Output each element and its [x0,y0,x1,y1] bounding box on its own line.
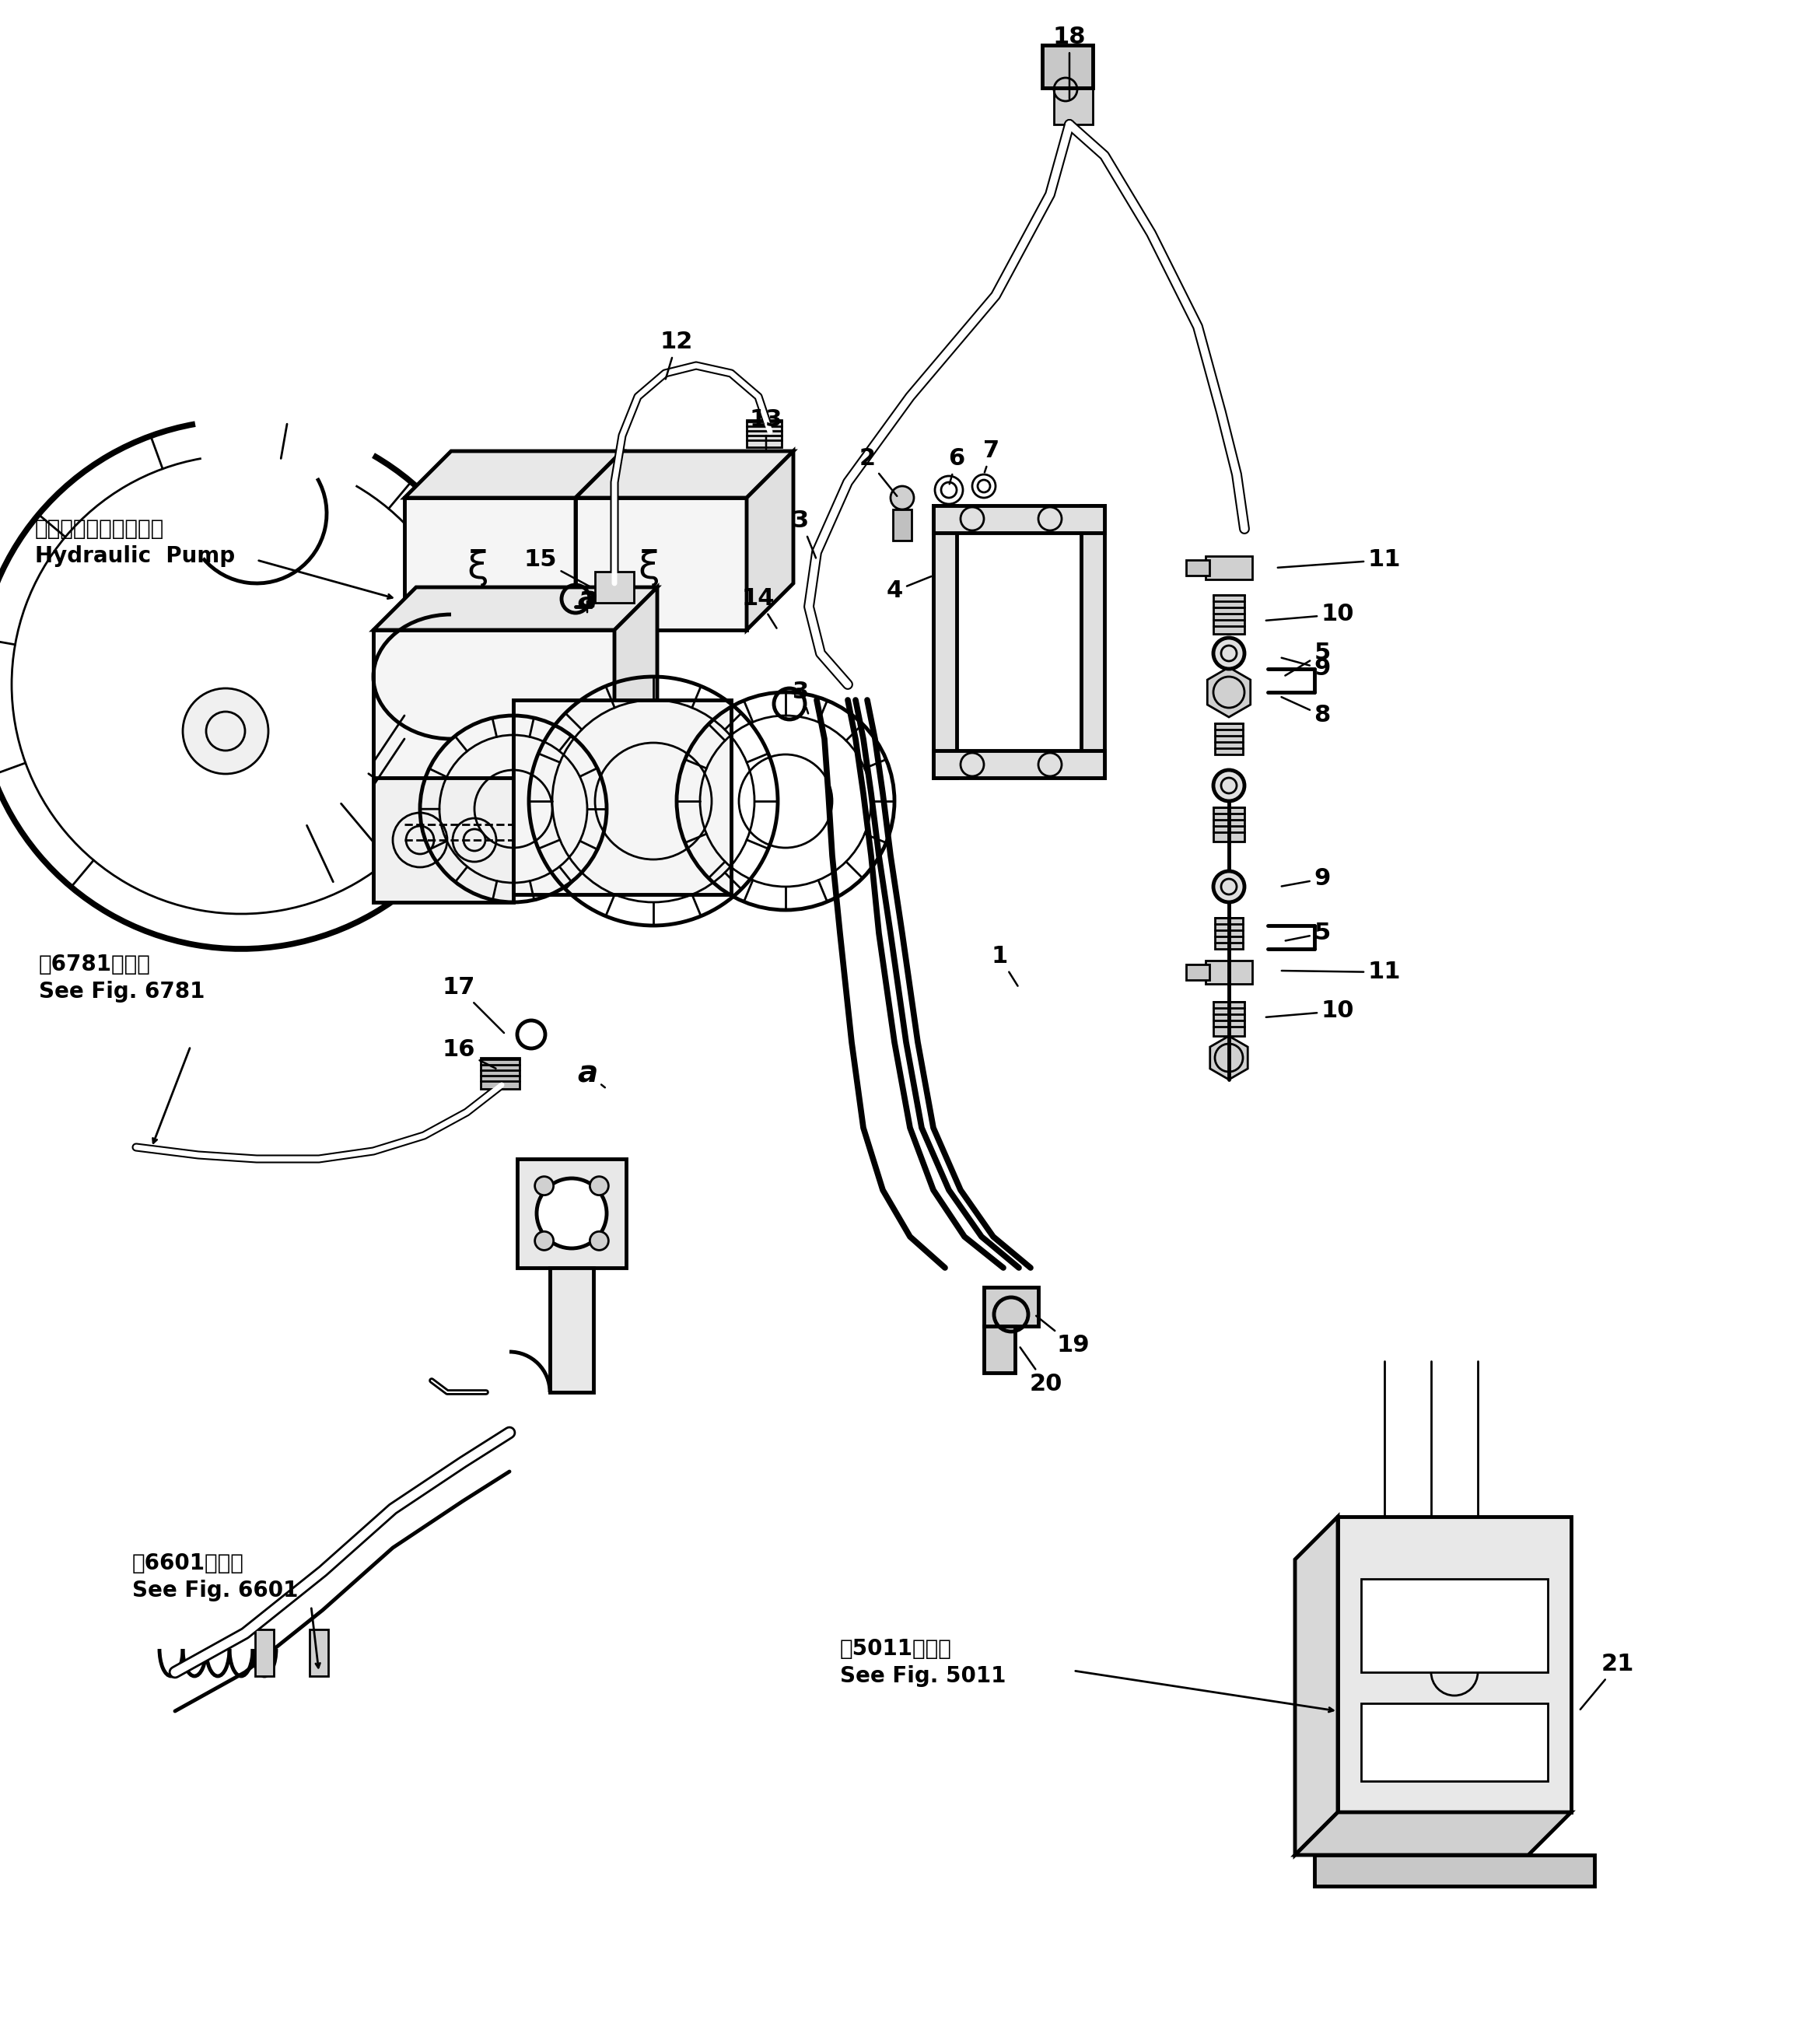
Text: 5: 5 [1286,922,1331,944]
Bar [934,505,957,779]
Bar [594,572,634,603]
Circle shape [1214,871,1244,901]
Text: ξ: ξ [466,550,488,587]
Bar [892,509,912,540]
Circle shape [591,1177,609,1196]
Circle shape [535,1177,553,1196]
Bar [374,779,513,901]
Text: 3: 3 [793,681,809,713]
Text: 2: 2 [860,448,898,497]
Circle shape [536,1177,607,1249]
Circle shape [890,486,914,509]
Bar [1042,45,1093,88]
Polygon shape [1295,1813,1571,1856]
Circle shape [182,689,269,775]
Text: See Fig. 6601: See Fig. 6601 [132,1580,298,1600]
Bar [1187,560,1210,576]
Bar [405,499,576,630]
Text: 1: 1 [991,946,1019,985]
Text: See Fig. 5011: See Fig. 5011 [840,1666,1006,1686]
Bar [984,1327,1015,1374]
Text: ハイドロリックポンプ: ハイドロリックポンプ [34,517,164,540]
Bar [1362,1578,1548,1672]
Bar [746,419,782,448]
Bar [1315,1856,1595,1887]
Polygon shape [614,587,657,818]
Polygon shape [576,452,793,499]
Bar [1082,505,1105,779]
Text: 14: 14 [742,587,777,628]
Text: a: a [576,1059,605,1087]
Bar [374,630,614,818]
Circle shape [1214,771,1244,801]
Text: 19: 19 [1037,1316,1089,1357]
Bar [513,699,731,895]
Text: Hydraulic  Pump: Hydraulic Pump [34,546,235,566]
Polygon shape [1210,1036,1248,1079]
Polygon shape [374,587,657,630]
Text: 7: 7 [984,439,1001,472]
Polygon shape [576,452,623,630]
Bar [549,1267,594,1392]
Circle shape [1214,638,1244,668]
Text: 第6601図参照: 第6601図参照 [132,1553,244,1574]
Text: 18: 18 [1053,27,1085,98]
Text: a: a [576,585,598,613]
Bar [1214,1002,1244,1036]
Bar [1214,807,1244,842]
Bar [984,1288,1038,1327]
Bar [255,1629,275,1676]
Bar [934,750,1105,779]
Bar [576,499,746,630]
Text: ξ: ξ [638,550,659,587]
Text: See Fig. 6781: See Fig. 6781 [40,981,204,1002]
Bar [1206,556,1252,578]
Text: 9: 9 [1282,658,1331,681]
Text: 9: 9 [1282,867,1331,891]
Polygon shape [405,452,623,499]
Bar [1187,965,1210,979]
Circle shape [535,1230,553,1251]
Bar [1338,1517,1571,1813]
Bar [1206,961,1252,983]
Text: 第6781図参照: 第6781図参照 [40,955,150,975]
Bar [934,505,1105,533]
Bar [1214,595,1244,634]
Bar [1215,918,1243,948]
Text: 6: 6 [948,448,964,484]
Text: 第5011図参照: 第5011図参照 [840,1637,952,1660]
Text: 12: 12 [661,331,694,378]
Text: 17: 17 [442,977,504,1032]
Text: 5: 5 [1286,642,1331,677]
Text: 3: 3 [793,509,816,558]
Bar [1055,78,1093,125]
Text: 16: 16 [442,1038,497,1069]
Polygon shape [1208,666,1250,717]
Text: 4: 4 [887,576,932,603]
Circle shape [591,1230,609,1251]
Bar [1215,724,1243,754]
Bar [480,1059,520,1089]
Bar [517,1159,627,1267]
Polygon shape [746,452,793,630]
Text: 8: 8 [1282,697,1331,728]
Polygon shape [1295,1517,1338,1856]
Text: 11: 11 [1282,961,1401,983]
Text: 11: 11 [1277,548,1401,570]
Bar [1362,1703,1548,1780]
Text: 15: 15 [524,548,589,587]
Text: 10: 10 [1266,603,1354,625]
Bar [309,1629,329,1676]
Text: 21: 21 [1580,1654,1634,1709]
Text: 20: 20 [1020,1347,1062,1396]
Text: 13: 13 [749,409,782,450]
Text: 10: 10 [1266,1000,1354,1022]
